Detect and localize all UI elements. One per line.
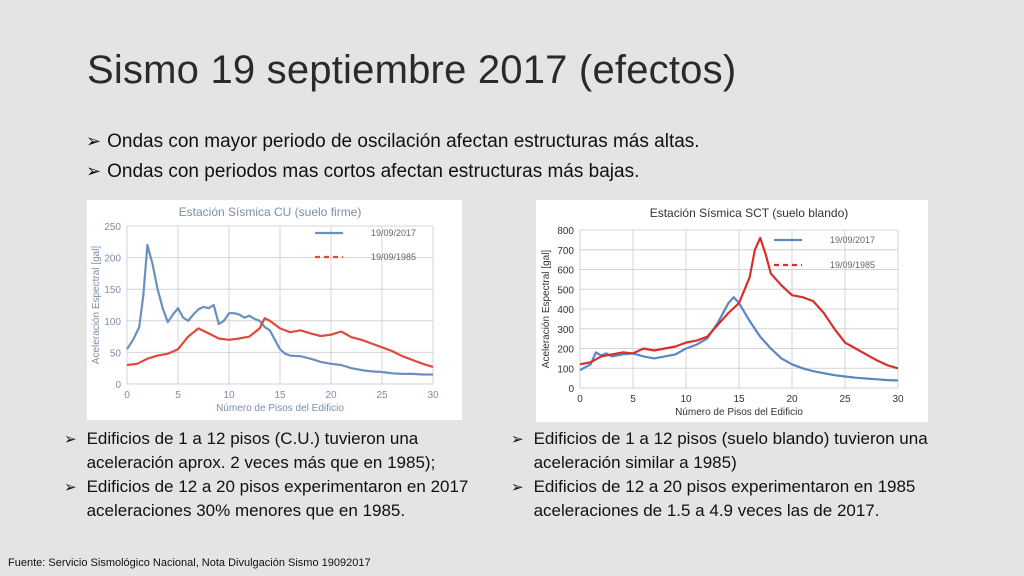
- left-bullet-item: ➢ Edificios de 12 a 20 pisos experimenta…: [64, 475, 504, 523]
- chart-cu-svg: Estación Sísmica CU (suelo firme)0501001…: [91, 205, 439, 414]
- cu-yaxis-label: Aceleración Espectral [gal]: [91, 246, 102, 365]
- sct-ytick-label: 0: [568, 384, 574, 395]
- sct-ytick-label: 500: [557, 285, 574, 296]
- sct-legend-label-2017: 19/09/2017: [830, 235, 875, 245]
- sct-xaxis-label: Número de Pisos del Edificio: [675, 407, 803, 418]
- chart-sct-svg: Estación Sísmica SCT (suelo blando)01002…: [541, 206, 904, 418]
- arrow-bullet-icon: ➢: [64, 430, 77, 448]
- right-bullet-text: Edificios de 12 a 20 pisos experimentaro…: [533, 477, 916, 520]
- chart-sct: Estación Sísmica SCT (suelo blando) 0 100 2…: [536, 200, 928, 422]
- cu-series-line-1985: [126, 317, 434, 368]
- cu-legend-label-2017: 19/09/2017: [371, 228, 416, 238]
- arrow-bullet-icon: ➢: [511, 478, 524, 496]
- top-bullet-text: Ondas con mayor periodo de oscilación af…: [107, 131, 700, 152]
- sct-xtick-label: 5: [630, 394, 636, 405]
- cu-xtick-label: 15: [274, 390, 286, 401]
- top-bullet-item: ➢ Ondas con periodos mas cortos afectan …: [86, 157, 700, 187]
- cu-legend-label-1985: 19/09/1985: [371, 252, 416, 262]
- arrow-bullet-icon: ➢: [511, 430, 524, 448]
- top-bullet-text: Ondas con periodos mas cortos afectan es…: [107, 161, 640, 182]
- slide-title: Sismo 19 septiembre 2017 (efectos): [87, 48, 737, 92]
- cu-xtick-label: 5: [175, 390, 181, 401]
- sct-xtick-label: 20: [786, 394, 798, 405]
- sct-xtick-label: 10: [680, 394, 692, 405]
- cu-ytick-label: 150: [104, 285, 121, 296]
- cu-xtick-label: 0: [124, 390, 130, 401]
- arrow-bullet-icon: ➢: [86, 131, 102, 152]
- left-bullet-list: ➢ Edificios de 1 a 12 pisos (C.U.) tuvie…: [64, 427, 504, 523]
- sct-yaxis-label: Aceleración Espectral [gal]: [541, 250, 552, 369]
- sct-ytick-label: 700: [557, 246, 574, 257]
- sct-legend-label-1985: 19/09/1985: [830, 260, 875, 270]
- sct-series-line-2017: [579, 296, 899, 382]
- right-bullet-text: Edificios de 1 a 12 pisos (suelo blando)…: [533, 429, 928, 472]
- cu-title: Estación Sísmica CU (suelo firme): [179, 205, 362, 219]
- top-bullet-list: ➢ Ondas con mayor periodo de oscilación …: [86, 127, 700, 187]
- cu-ytick-label: 200: [104, 254, 121, 265]
- sct-series-line-1985: [579, 236, 899, 370]
- cu-xaxis-label: Número de Pisos del Edificio: [216, 403, 344, 414]
- cu-series-line-2017: [126, 243, 433, 376]
- cu-xtick-label: 30: [427, 390, 439, 401]
- cu-xtick-label: 20: [325, 390, 337, 401]
- left-bullet-text: Edificios de 1 a 12 pisos (C.U.) tuviero…: [86, 429, 436, 472]
- sct-ytick-label: 400: [557, 305, 574, 316]
- right-bullet-list: ➢ Edificios de 1 a 12 pisos (suelo bland…: [511, 427, 941, 523]
- cu-ytick-label: 50: [110, 348, 122, 359]
- sct-ytick-label: 800: [557, 226, 574, 237]
- top-bullet-item: ➢ Ondas con mayor periodo de oscilación …: [86, 127, 700, 157]
- sct-xtick-label: 15: [733, 394, 745, 405]
- sct-title: Estación Sísmica SCT (suelo blando): [650, 206, 849, 220]
- source-note: Fuente: Servicio Sismológico Nacional, N…: [8, 557, 371, 569]
- sct-ytick-label: 600: [557, 266, 574, 277]
- sct-ytick-label: 100: [557, 364, 574, 375]
- sct-xtick-label: 30: [892, 394, 904, 405]
- arrow-bullet-icon: ➢: [86, 161, 102, 182]
- cu-xtick-label: 10: [223, 390, 235, 401]
- cu-ytick-label: 0: [115, 380, 121, 391]
- sct-xtick-label: 25: [839, 394, 851, 405]
- sct-xtick-label: 0: [577, 394, 583, 405]
- sct-ytick-label: 300: [557, 325, 574, 336]
- cu-ytick-label: 100: [104, 317, 121, 328]
- right-bullet-item: ➢ Edificios de 1 a 12 pisos (suelo bland…: [511, 427, 941, 475]
- left-bullet-text: Edificios de 12 a 20 pisos experimentaro…: [86, 477, 469, 520]
- left-bullet-item: ➢ Edificios de 1 a 12 pisos (C.U.) tuvie…: [64, 427, 504, 475]
- cu-xtick-label: 25: [376, 390, 388, 401]
- sct-ytick-label: 200: [557, 345, 574, 356]
- arrow-bullet-icon: ➢: [64, 478, 77, 496]
- cu-ytick-label: 250: [104, 222, 121, 233]
- right-bullet-item: ➢ Edificios de 12 a 20 pisos experimenta…: [511, 475, 941, 523]
- chart-cu: Estación Sísmica CU (suelo firme) 0 50 100 1…: [87, 200, 462, 420]
